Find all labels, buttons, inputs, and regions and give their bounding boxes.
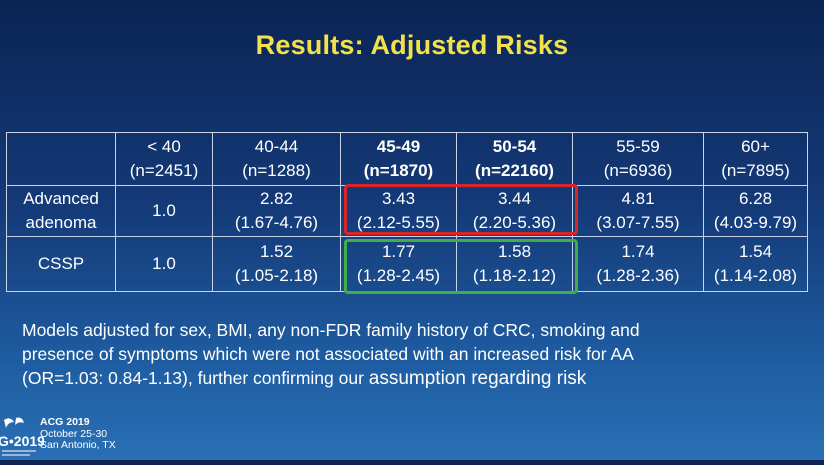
cell-value: 1.74 bbox=[621, 242, 655, 261]
header-col-50-54: 50-54 (n=22160) bbox=[456, 132, 573, 186]
highlight-box-cssp bbox=[344, 239, 578, 294]
row-label-line: CSSP bbox=[37, 254, 85, 273]
table-cell: 1.77 (1.28-2.45) bbox=[340, 236, 457, 292]
cell-ci: (2.12-5.55) bbox=[356, 213, 441, 232]
table-row-cssp: CSSP 1.0 1.52 (1.05-2.18) 1.77 (1.28-2.4… bbox=[6, 236, 808, 292]
results-table: < 40 (n=2451) 40-44 (n=1288) 45-49 (n=18… bbox=[6, 132, 808, 292]
header-col-60-plus: 60+ (n=7895) bbox=[703, 132, 808, 186]
cell-value: 1.0 bbox=[152, 201, 176, 220]
header-n: (n=6936) bbox=[603, 161, 673, 180]
header-n: (n=1870) bbox=[363, 161, 434, 180]
cell-ci: (2.20-5.36) bbox=[472, 213, 557, 232]
header-n: (n=2451) bbox=[129, 161, 199, 180]
header-n: (n=22160) bbox=[475, 161, 554, 180]
header-col-55-59: 55-59 (n=6936) bbox=[572, 132, 704, 186]
header-col-under-40: < 40 (n=2451) bbox=[115, 132, 213, 186]
table-cell: 3.44 (2.20-5.36) bbox=[456, 185, 573, 237]
cell-value: 1.77 bbox=[381, 242, 416, 261]
table-header-row: < 40 (n=2451) 40-44 (n=1288) 45-49 (n=18… bbox=[6, 132, 808, 186]
row-label-line: adenoma bbox=[25, 213, 97, 232]
cell-value: 3.44 bbox=[497, 189, 532, 208]
cell-ci: (1.14-2.08) bbox=[713, 266, 798, 285]
cell-ci: (1.28-2.36) bbox=[596, 266, 680, 285]
cell-ci: (1.28-2.45) bbox=[356, 266, 441, 285]
cell-value: 1.0 bbox=[152, 254, 176, 273]
highlight-box-advanced-adenoma bbox=[344, 184, 578, 235]
conference-location: San Antonio, TX bbox=[40, 439, 116, 451]
footnote-line: Models adjusted for sex, BMI, any non-FD… bbox=[22, 320, 640, 340]
header-label: 50-54 bbox=[492, 137, 537, 156]
cell-ci: (1.67-4.76) bbox=[234, 213, 319, 232]
cell-value: 2.82 bbox=[259, 189, 294, 208]
header-label: 40-44 bbox=[254, 137, 299, 156]
table-cell: 6.28 (4.03-9.79) bbox=[703, 185, 808, 237]
cell-value: 1.52 bbox=[259, 242, 294, 261]
cell-value: 3.43 bbox=[381, 189, 416, 208]
row-label-cssp: CSSP bbox=[6, 236, 116, 292]
header-n: (n=7895) bbox=[721, 161, 790, 180]
conference-info: ACG 2019 October 25-30 San Antonio, TX bbox=[40, 416, 116, 452]
header-col-40-44: 40-44 (n=1288) bbox=[212, 132, 341, 186]
table-cell: 2.82 (1.67-4.76) bbox=[212, 185, 341, 237]
table-cell: 1.74 (1.28-2.36) bbox=[572, 236, 704, 292]
row-label-advanced-adenoma: Advanced adenoma bbox=[6, 185, 116, 237]
table-cell: 1.0 bbox=[115, 236, 213, 292]
header-empty-cell bbox=[6, 132, 116, 186]
table-cell: 1.54 (1.14-2.08) bbox=[703, 236, 808, 292]
row-label-line: Advanced bbox=[23, 189, 99, 208]
cell-value: 6.28 bbox=[738, 189, 773, 208]
logo-text: G•2019 bbox=[0, 433, 44, 449]
footnote-line: (OR=1.03: 0.84-1.13), further confirming… bbox=[22, 366, 812, 391]
header-label: 45-49 bbox=[376, 137, 421, 156]
cell-ci: (3.07-7.55) bbox=[596, 213, 680, 232]
table-cell: 4.81 (3.07-7.55) bbox=[572, 185, 704, 237]
header-col-45-49: 45-49 (n=1870) bbox=[340, 132, 457, 186]
footnote-line: presence of symptoms which were not asso… bbox=[22, 344, 634, 364]
cell-ci: (4.03-9.79) bbox=[713, 213, 798, 232]
acg-logo-icon: G•2019 bbox=[0, 414, 45, 460]
header-label: 55-59 bbox=[616, 137, 660, 156]
conference-name: ACG 2019 bbox=[40, 416, 90, 428]
footnote-fragment-large: assumption regarding risk bbox=[368, 368, 587, 389]
slide-title: Results: Adjusted Risks bbox=[255, 30, 569, 60]
cell-ci: (1.18-2.12) bbox=[472, 266, 557, 285]
cell-value: 4.81 bbox=[621, 189, 655, 208]
cell-ci: (1.05-2.18) bbox=[234, 266, 319, 285]
table-cell: 1.58 (1.18-2.12) bbox=[456, 236, 573, 292]
footnote-text: Models adjusted for sex, BMI, any non-FD… bbox=[22, 318, 812, 391]
cell-value: 1.58 bbox=[497, 242, 532, 261]
table-row-advanced-adenoma: Advanced adenoma 1.0 2.82 (1.67-4.76) 3.… bbox=[6, 185, 808, 237]
footnote-fragment: (OR=1.03: 0.84-1.13), further confirming… bbox=[22, 368, 369, 388]
conference-dates: October 25-30 bbox=[40, 427, 108, 440]
header-n: (n=1288) bbox=[242, 161, 311, 180]
table-cell: 1.0 bbox=[115, 185, 213, 237]
table-cell: 1.52 (1.05-2.18) bbox=[212, 236, 341, 292]
header-label: < 40 bbox=[147, 137, 181, 156]
cell-value: 1.54 bbox=[738, 242, 773, 261]
header-label: 60+ bbox=[741, 137, 770, 156]
